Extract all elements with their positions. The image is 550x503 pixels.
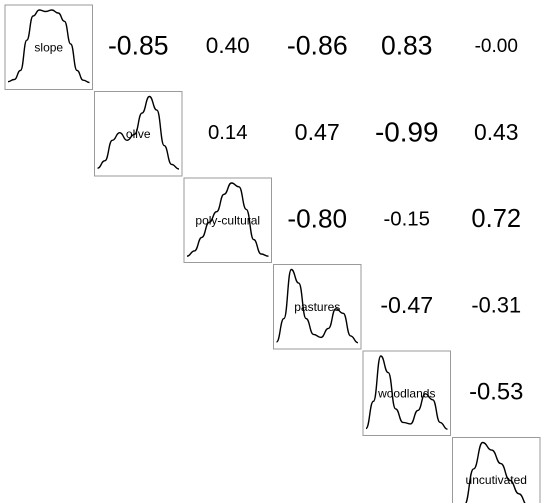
density-curve [464, 441, 526, 503]
correlation-value: 0.47 [295, 119, 340, 145]
correlation-value: -0.53 [469, 379, 523, 406]
density-curve [275, 268, 359, 344]
correlation-value: -0.86 [287, 31, 348, 61]
diagonal-panel: pastures [273, 264, 362, 350]
correlation-value: 0.43 [474, 119, 519, 145]
diagonal-panel: olive [94, 91, 183, 177]
correlation-value: -0.99 [375, 117, 439, 148]
correlation-value: -0.15 [384, 208, 430, 230]
variable-label: olive [126, 127, 151, 141]
panel-frame [94, 91, 183, 177]
variable-label: pastures [294, 300, 340, 314]
variable-label: woodlands [377, 386, 435, 400]
diagonal-panel: poly-cultural [183, 177, 272, 263]
panel-frame [452, 437, 541, 503]
correlation-value: 0.72 [471, 205, 521, 233]
panel-frame [273, 264, 362, 350]
variable-label: uncutivated [466, 473, 527, 487]
density-curve [7, 9, 90, 84]
variable-label: poly-cultural [195, 213, 260, 227]
correlation-value: -0.85 [108, 31, 169, 61]
panel-frame [183, 177, 272, 263]
correlation-value: 0.83 [381, 31, 433, 61]
correlation-value: 0.14 [208, 122, 247, 144]
diagonal-panel: uncutivated [452, 437, 541, 503]
correlation-value: -0.00 [475, 36, 518, 57]
panel-frame [4, 4, 93, 90]
variable-label: slope [34, 40, 63, 54]
correlation-value: -0.47 [380, 292, 433, 318]
density-curve [365, 355, 448, 430]
correlation-value: 0.40 [206, 33, 250, 58]
diagonal-panel: woodlands [362, 350, 451, 436]
diagonal-panel: slope [4, 4, 93, 90]
correlation-value: -0.80 [287, 203, 347, 233]
panel-frame [362, 350, 451, 436]
correlation-value: -0.31 [471, 292, 521, 317]
density-curve [97, 95, 180, 170]
density-curve [186, 182, 269, 257]
